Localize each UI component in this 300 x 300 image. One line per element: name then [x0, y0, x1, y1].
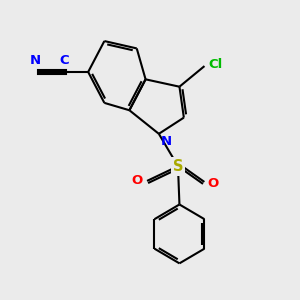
Text: O: O	[207, 177, 219, 190]
Text: O: O	[131, 174, 142, 188]
Text: Cl: Cl	[208, 58, 222, 71]
Text: S: S	[173, 159, 183, 174]
Text: C: C	[60, 54, 69, 67]
Text: N: N	[160, 135, 171, 148]
Text: N: N	[30, 54, 41, 67]
